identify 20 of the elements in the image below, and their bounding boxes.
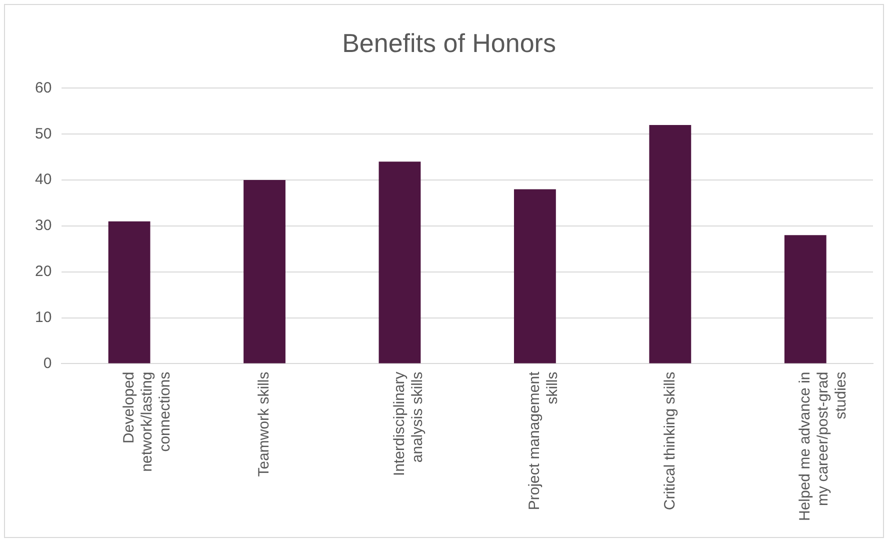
y-tick-label: 60	[34, 79, 52, 96]
y-tick-label: 10	[34, 308, 52, 326]
x-tick-label: Interdisciplinary analysis skills	[390, 371, 426, 476]
x-tick-label: Project management skills	[526, 370, 562, 510]
bar	[649, 124, 692, 364]
y-tick-label: 40	[34, 171, 52, 188]
bar	[784, 235, 826, 364]
bar	[108, 221, 150, 364]
x-tick-label: Critical thinking skills	[661, 372, 678, 510]
y-tick-label: 50	[34, 125, 52, 142]
bar	[244, 180, 286, 364]
x-tick-label: Helped me advance in my career/post-grad studies	[796, 372, 850, 522]
x-tick-label: Teamwork skills	[256, 372, 273, 477]
bar	[378, 162, 421, 364]
y-tick-label: 30	[34, 217, 52, 234]
bar	[514, 189, 556, 364]
x-tick-label: Developed network/lasting connections	[120, 372, 174, 472]
chart-title: Benefits of Honors	[342, 28, 556, 58]
y-tick-label: 0	[43, 354, 52, 372]
y-tick-label: 20	[34, 263, 52, 280]
